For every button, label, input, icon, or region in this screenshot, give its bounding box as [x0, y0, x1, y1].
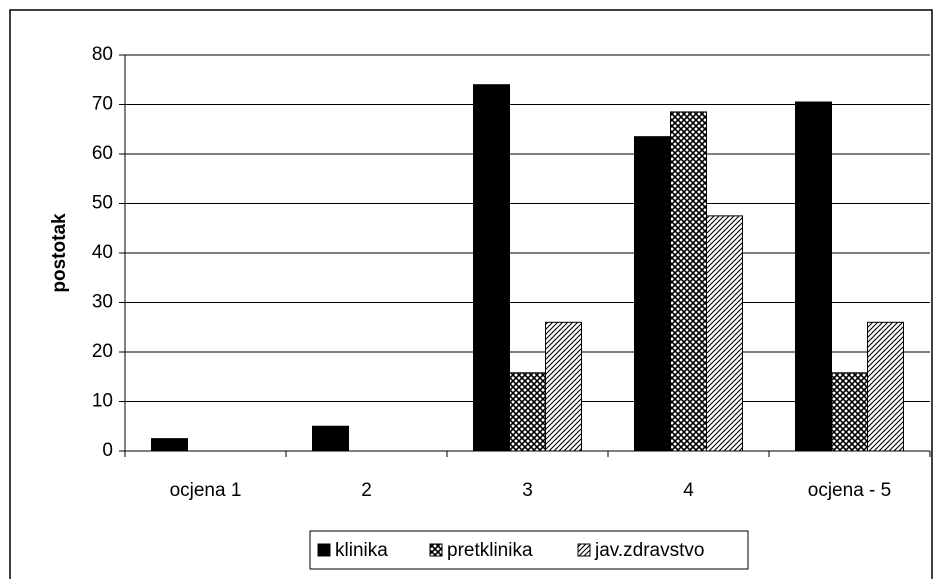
- legend-marker: [317, 543, 331, 557]
- x-tick-label: 2: [361, 480, 372, 501]
- y-tick-label: 20: [92, 341, 113, 362]
- legend-label: klinika: [335, 540, 388, 561]
- legend-label: jav.zdravstvo: [594, 540, 704, 561]
- x-tick-label: ocjena 1: [170, 480, 242, 501]
- y-tick-label: 80: [92, 44, 113, 65]
- y-tick-label: 0: [102, 440, 113, 461]
- legend-marker: [577, 543, 591, 557]
- bar: [545, 321, 582, 452]
- bar: [706, 215, 743, 452]
- y-tick-label: 30: [92, 292, 113, 313]
- x-tick-label: 4: [683, 480, 694, 501]
- legend-marker: [429, 543, 443, 557]
- legend-box: [309, 530, 749, 570]
- y-tick-label: 40: [92, 242, 113, 263]
- legend-label: pretklinika: [447, 540, 533, 561]
- bar: [634, 136, 671, 452]
- bar: [312, 425, 349, 452]
- bar: [473, 84, 510, 452]
- bar: [509, 372, 546, 452]
- bar: [867, 321, 904, 452]
- bar: [831, 372, 868, 452]
- y-tick-label: 50: [92, 193, 113, 214]
- bar: [795, 101, 832, 452]
- x-tick-label: ocjena - 5: [808, 480, 891, 501]
- bar: [670, 111, 707, 452]
- y-tick-label: 60: [92, 143, 113, 164]
- y-tick-label: 10: [92, 391, 113, 412]
- y-axis-title: postotak: [49, 213, 70, 293]
- y-tick-label: 70: [92, 94, 113, 115]
- chart-frame: [9, 9, 933, 579]
- bar: [151, 438, 188, 452]
- x-tick-label: 3: [522, 480, 533, 501]
